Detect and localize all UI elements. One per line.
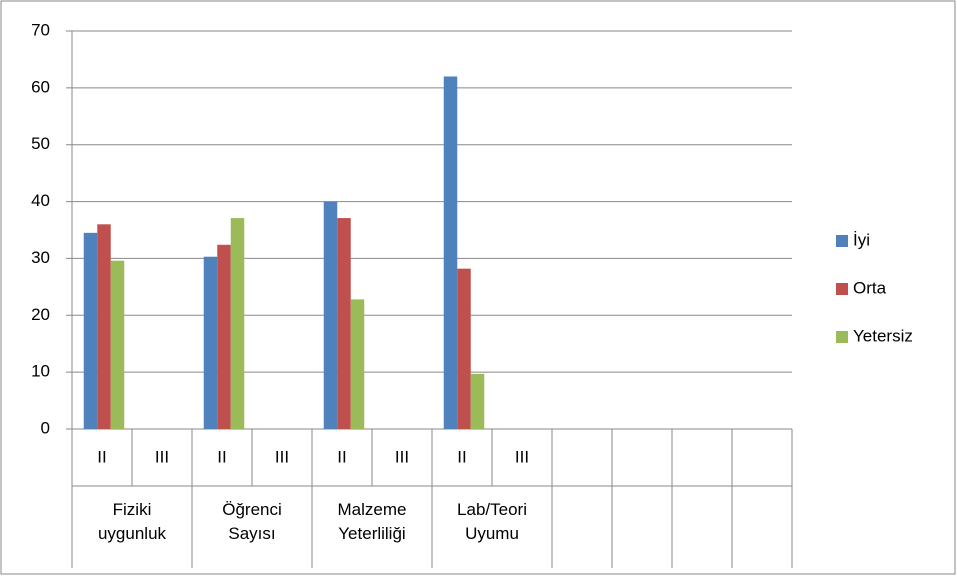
- y-tick-label: 30: [31, 248, 50, 267]
- x-tick-label: II: [97, 447, 106, 466]
- legend-swatch: [836, 283, 848, 295]
- y-tick-label: 70: [31, 20, 50, 39]
- bar: [110, 260, 125, 429]
- legend-swatch: [836, 235, 848, 247]
- bar: [337, 218, 351, 429]
- bar: [323, 201, 338, 429]
- y-tick-label: 50: [31, 134, 50, 153]
- bar: [203, 256, 218, 429]
- group-label: Fiziki uygunluk: [97, 500, 167, 543]
- legend-swatch: [836, 331, 848, 343]
- bar: [470, 373, 485, 429]
- legend-label: Orta: [853, 278, 887, 297]
- bar: [457, 268, 471, 429]
- group-label: Öğrenci Sayısı: [222, 500, 282, 543]
- x-tick-label: III: [275, 447, 289, 466]
- group-label: Lab/Teori Uyumu: [457, 500, 527, 543]
- y-tick-label: 60: [31, 77, 50, 96]
- bar: [230, 218, 245, 429]
- y-tick-label: 0: [41, 418, 50, 437]
- group-label: Malzeme Yeterliliği: [337, 500, 407, 543]
- bar: [443, 76, 458, 429]
- y-tick-label: 40: [31, 191, 50, 210]
- x-tick-label: II: [217, 447, 226, 466]
- x-tick-label: III: [395, 447, 409, 466]
- x-tick-label: II: [337, 447, 346, 466]
- bar: [97, 224, 111, 429]
- legend-label: Yetersiz: [853, 326, 913, 345]
- legend-label: İyi: [853, 230, 870, 249]
- x-tick-label: II: [457, 447, 466, 466]
- y-tick-label: 10: [31, 362, 50, 381]
- bar: [217, 244, 231, 429]
- x-tick-label: III: [515, 447, 529, 466]
- y-tick-label: 20: [31, 305, 50, 324]
- x-tick-label: III: [155, 447, 169, 466]
- bar: [83, 232, 98, 429]
- bar: [350, 299, 365, 429]
